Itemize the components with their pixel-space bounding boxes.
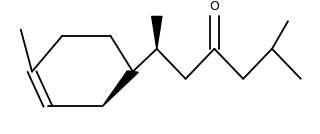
Polygon shape [152, 16, 162, 49]
Polygon shape [102, 71, 138, 106]
Text: O: O [210, 0, 219, 13]
